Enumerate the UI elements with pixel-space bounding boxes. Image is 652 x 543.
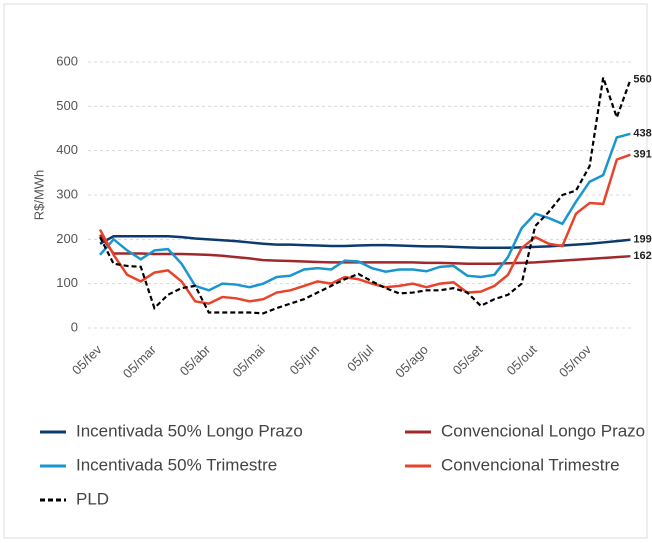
series-line	[99, 77, 632, 315]
y-tick-label: 500	[56, 98, 78, 113]
end-label: 162	[633, 250, 651, 262]
series-line	[99, 234, 631, 250]
y-tick-label: 200	[56, 231, 78, 246]
series-line	[99, 132, 631, 292]
legend-label: Incentivada 50% Trimestre	[76, 455, 277, 474]
end-label: 199	[633, 234, 651, 246]
y-axis-label: R$/MWh	[31, 170, 46, 221]
y-tick-label: 100	[56, 275, 78, 290]
end-label: 560	[633, 74, 651, 86]
legend-label: Convencional Longo Prazo	[441, 421, 645, 440]
y-tick-label: 300	[56, 186, 78, 201]
frame	[3, 3, 648, 539]
legend-label: Convencional Trimestre	[441, 455, 620, 474]
end-label: 391	[633, 149, 651, 161]
y-tick-label: 400	[56, 142, 78, 157]
y-tick-label: 0	[71, 319, 78, 334]
y-tick-label: 600	[56, 53, 78, 68]
legend-label: PLD	[76, 489, 109, 508]
end-label: 438	[633, 128, 651, 140]
series-line	[98, 234, 631, 265]
legend-label: Incentivada 50% Longo Prazo	[76, 421, 303, 440]
series-line	[98, 153, 631, 305]
